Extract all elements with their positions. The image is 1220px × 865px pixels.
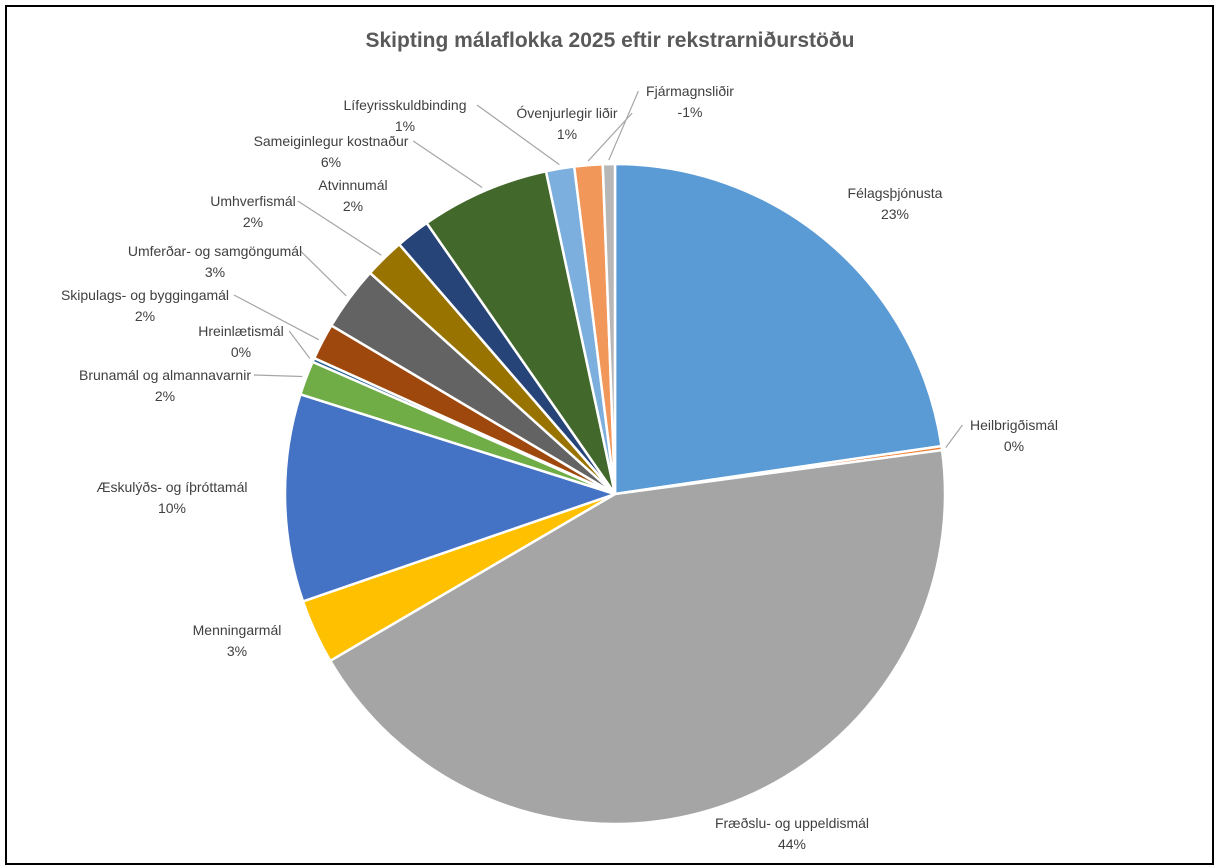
slice-label-umfer-ar-og-samgo-nguma-l: Umferðar- og samgöngumál <box>128 243 302 259</box>
pie-slice-sameiginlegur-kostna-ur <box>424 169 617 495</box>
slice-percent-hreinl-tisma-l: 0% <box>231 344 251 360</box>
slice-label-menningarma-l: Menningarmál <box>193 622 282 638</box>
slice-label-brunama-l-og-almannavarnir: Brunamál og almannavarnir <box>79 367 251 383</box>
slice-percent-menningarma-l: 3% <box>227 643 247 659</box>
pie-slice-fr-slu-og-uppeldisma-l <box>328 448 947 826</box>
slice-label-atvinnuma-l: Atvinnumál <box>318 177 387 193</box>
leader-line-o-venjurlegir-li-ir <box>587 112 633 162</box>
leader-line-brunama-l-og-almannavarnir <box>253 374 303 378</box>
chart-title: Skipting málaflokka 2025 eftir rekstrarn… <box>365 29 855 52</box>
slice-label-fe-lags-jo-nusta: Félagsþjónusta <box>848 185 943 201</box>
slice-label-o-venjurlegir-li-ir: Óvenjurlegir liðir <box>516 105 617 121</box>
leader-line-hreinl-tisma-l <box>288 330 311 359</box>
slice-label-fr-slu-og-uppeldisma-l: Fræðslu- og uppeldismál <box>715 815 869 831</box>
slice-label-skipulags-og-byggingama-l: Skipulags- og byggingamál <box>61 287 229 303</box>
slice-label-hreinl-tisma-l: Hreinlætismál <box>198 323 284 339</box>
pie-slices <box>283 162 947 826</box>
leader-line-umhverfisma-l <box>297 200 382 256</box>
slice-percent-o-venjurlegir-li-ir: 1% <box>557 126 577 142</box>
leader-line-heilbrig-isma-l <box>945 424 963 448</box>
leader-line-umfer-ar-og-samgo-nguma-l <box>300 250 347 297</box>
slice-percent-brunama-l-og-almannavarnir: 2% <box>155 388 175 404</box>
pie-slice-fja-rmagnsli-ir <box>601 162 617 495</box>
pie-slice-skuly-s-og-i-ro-ttama-l <box>283 392 619 603</box>
slice-percent-fe-lags-jo-nusta: 23% <box>881 206 909 222</box>
slice-percent-umhverfisma-l: 2% <box>243 214 263 230</box>
leader-line-fja-rmagnsli-ir <box>608 90 639 161</box>
slice-percent-li-feyrisskuldbinding: 1% <box>395 118 415 134</box>
slice-percent-fja-rmagnsli-ir: -1% <box>678 104 703 120</box>
slice-percent-atvinnuma-l: 2% <box>343 198 363 214</box>
slice-label-umhverfisma-l: Umhverfismál <box>210 193 296 209</box>
slice-label-sameiginlegur-kostna-ur: Sameiginlegur kostnaður <box>254 133 409 149</box>
slice-percent-heilbrig-isma-l: 0% <box>1004 438 1024 454</box>
slice-percent-sameiginlegur-kostna-ur: 6% <box>321 154 341 170</box>
slice-label-fja-rmagnsli-ir: Fjármagnsliðir <box>646 83 734 99</box>
slice-label-li-feyrisskuldbinding: Lífeyrisskuldbinding <box>344 97 467 113</box>
slice-percent-skipulags-og-byggingama-l: 2% <box>135 308 155 324</box>
leader-line-li-feyrisskuldbinding <box>476 104 560 166</box>
leader-lines <box>233 90 963 448</box>
slice-percent-skuly-s-og-i-ro-ttama-l: 10% <box>158 500 186 516</box>
slice-percent-umfer-ar-og-samgo-nguma-l: 3% <box>205 264 225 280</box>
slice-label-skuly-s-og-i-ro-ttama-l: Æskulýðs- og íþróttamál <box>97 479 248 495</box>
slice-label-heilbrig-isma-l: Heilbrigðismál <box>970 417 1058 433</box>
slice-labels: Félagsþjónusta 23% Heilbrigðismál 0% Fræðslu… <box>61 83 1058 852</box>
leader-line-sameiginlegur-kostna-ur <box>412 140 483 189</box>
slice-percent-fr-slu-og-uppeldisma-l: 44% <box>778 836 806 852</box>
pie-slice-fe-lags-jo-nusta <box>613 162 943 496</box>
leader-line-skipulags-og-byggingama-l <box>233 294 320 341</box>
